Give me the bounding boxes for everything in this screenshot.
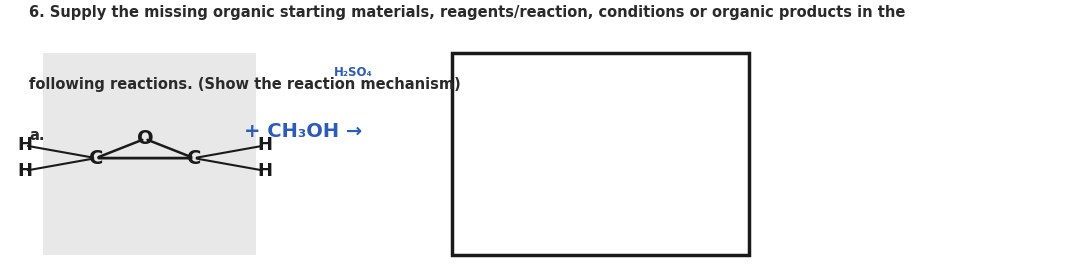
FancyBboxPatch shape bbox=[452, 53, 748, 256]
Text: following reactions. (Show the reaction mechanism): following reactions. (Show the reaction … bbox=[29, 77, 461, 92]
Text: O: O bbox=[136, 129, 154, 148]
Text: H₂SO₄: H₂SO₄ bbox=[334, 66, 372, 79]
Text: a.: a. bbox=[29, 128, 45, 143]
FancyBboxPatch shape bbox=[43, 53, 256, 256]
Text: C: C bbox=[88, 149, 103, 168]
Text: H: H bbox=[18, 136, 33, 155]
Text: H: H bbox=[257, 162, 272, 180]
Text: 6. Supply the missing organic starting materials, reagents/reaction, conditions : 6. Supply the missing organic starting m… bbox=[29, 5, 905, 20]
Text: H: H bbox=[257, 136, 272, 155]
Text: C: C bbox=[187, 149, 201, 168]
Text: H: H bbox=[18, 162, 33, 180]
Text: + CH₃OH →: + CH₃OH → bbox=[244, 121, 362, 141]
